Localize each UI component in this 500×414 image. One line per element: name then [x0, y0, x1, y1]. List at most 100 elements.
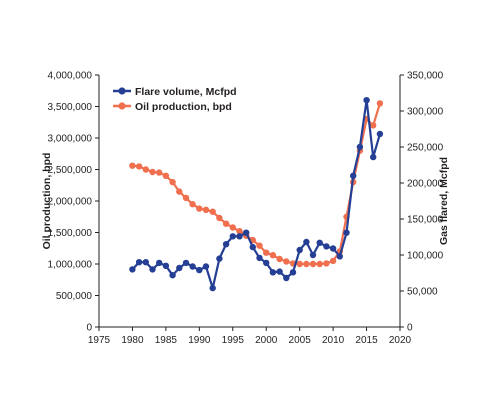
flare-volume-point	[209, 284, 216, 292]
flare-volume-point	[129, 266, 136, 273]
y2-tick-label: 50,000	[407, 287, 438, 298]
y-tick-label: 4,000,000	[48, 71, 93, 82]
flare-volume-line	[131, 99, 381, 290]
flare-volume-point	[296, 246, 303, 254]
oil-production-point	[162, 172, 170, 179]
flare-volume-point	[249, 243, 256, 251]
x-axis-ticks: 1975 1980 1985 1990 1995 2000 2005 2010 2015 2020	[88, 327, 412, 346]
y2-tick-label: 350,000	[407, 71, 444, 82]
flare-volume-point	[149, 266, 156, 273]
legend-marker-oil	[118, 102, 126, 110]
y-tick-label: 1,500,000	[48, 228, 93, 239]
oil-production-point	[149, 168, 156, 176]
oil-production-point	[216, 214, 223, 222]
oil-production-point	[303, 260, 310, 268]
flare-volume-point	[256, 254, 263, 262]
oil-production-point	[135, 163, 143, 170]
flare-volume-point	[176, 264, 183, 272]
y2-tick-label: 0	[407, 323, 413, 334]
y-tick-label: 3,500,000	[48, 102, 93, 113]
x-tick-label: 1975	[88, 335, 111, 346]
oil-production-line	[132, 103, 381, 266]
flare-volume-point	[329, 245, 337, 252]
x-tick-label: 2000	[255, 335, 278, 346]
y2-tick-label: 250,000	[407, 143, 444, 154]
flare-volume-point	[142, 259, 149, 266]
y-axis-ticks: 0 500,000 1,000,000 1,500,000 2,000,000 2,500…	[48, 71, 99, 334]
flare-volume-point	[336, 253, 343, 260]
oil-production-point	[229, 224, 236, 231]
x-tick-label: 1980	[121, 335, 144, 346]
flare-volume-point	[303, 238, 310, 246]
y2-tick-label: 100,000	[407, 251, 444, 262]
x-tick-label: 1995	[222, 335, 245, 346]
flare-volume-point	[316, 239, 323, 246]
oil-production-point	[189, 201, 196, 208]
flare-volume-point	[269, 269, 277, 276]
y-tick-label: 2,000,000	[48, 197, 93, 208]
oil-production-point	[236, 228, 243, 235]
x-tick-label: 1990	[188, 335, 211, 346]
flare-volume-point	[135, 259, 143, 266]
oil-production-point	[222, 220, 230, 227]
oil-production-point	[296, 260, 303, 268]
oil-production-point	[129, 162, 136, 169]
oil-production-point	[256, 242, 263, 249]
oil-production-point	[176, 188, 183, 195]
series-flare-volume	[129, 97, 384, 292]
y-tick-label: 0	[86, 323, 92, 334]
x-tick-label: 1985	[155, 335, 178, 346]
oil-production-point	[323, 260, 330, 267]
y2-tick-label: 300,000	[407, 107, 444, 118]
oil-production-point	[316, 260, 323, 268]
series-oil-production	[129, 100, 384, 268]
flare-volume-point	[243, 229, 250, 236]
x-tick-label: 2015	[355, 335, 378, 346]
oil-production-point	[156, 169, 163, 176]
x-tick-label: 2020	[389, 335, 412, 346]
oil-production-point	[276, 255, 283, 263]
oil-production-point	[169, 178, 176, 186]
flare-volume-point	[156, 259, 163, 267]
flare-volume-point	[343, 229, 350, 236]
legend-label-flare: Flare volume, Mcfpd	[135, 86, 237, 98]
oil-production-point	[370, 122, 377, 129]
x-tick-label: 2010	[322, 335, 345, 346]
y-tick-label: 1,000,000	[48, 260, 93, 271]
legend: Flare volume, Mcfpd Oil production, bpd	[113, 86, 237, 113]
oil-production-point	[209, 208, 216, 215]
flare-volume-point	[289, 269, 297, 276]
oil-production-point	[283, 258, 290, 265]
oil-production-point	[142, 166, 149, 173]
y-tick-label: 2,500,000	[48, 165, 93, 176]
oil-production-point	[309, 260, 317, 268]
legend-marker-flare	[118, 87, 126, 95]
y2-tick-label: 150,000	[407, 215, 444, 226]
flare-volume-point	[309, 251, 317, 259]
flare-volume-point	[216, 255, 223, 262]
oil-production-point	[196, 205, 203, 212]
oil-production-point	[202, 206, 210, 213]
oil-production-point	[329, 257, 337, 265]
flare-volume-point	[229, 233, 236, 240]
flare-volume-point	[323, 243, 330, 250]
oil-production-point	[263, 249, 270, 256]
flare-volume-point	[363, 97, 370, 104]
flare-volume-point	[182, 259, 190, 267]
oil-production-point	[376, 100, 384, 107]
y2-axis-ticks: 0 50,000 100,000 150,000 200,000 250,000 300,0…	[400, 71, 444, 334]
flare-volume-point	[222, 241, 230, 248]
flare-volume-point	[162, 262, 170, 269]
flare-volume-point	[169, 272, 176, 279]
flare-volume-point	[202, 263, 210, 270]
y-axis-label: Oil production, bpd	[41, 153, 53, 250]
flare-volume-point	[283, 274, 290, 282]
flare-volume-point	[276, 268, 283, 275]
flare-volume-point	[350, 172, 357, 179]
flare-volume-point	[236, 233, 243, 240]
flare-volume-point	[356, 143, 364, 151]
y2-axis-label: Gas flared, Mcfpd	[438, 157, 450, 245]
flare-volume-point	[189, 263, 196, 270]
y-tick-label: 3,000,000	[48, 134, 93, 145]
